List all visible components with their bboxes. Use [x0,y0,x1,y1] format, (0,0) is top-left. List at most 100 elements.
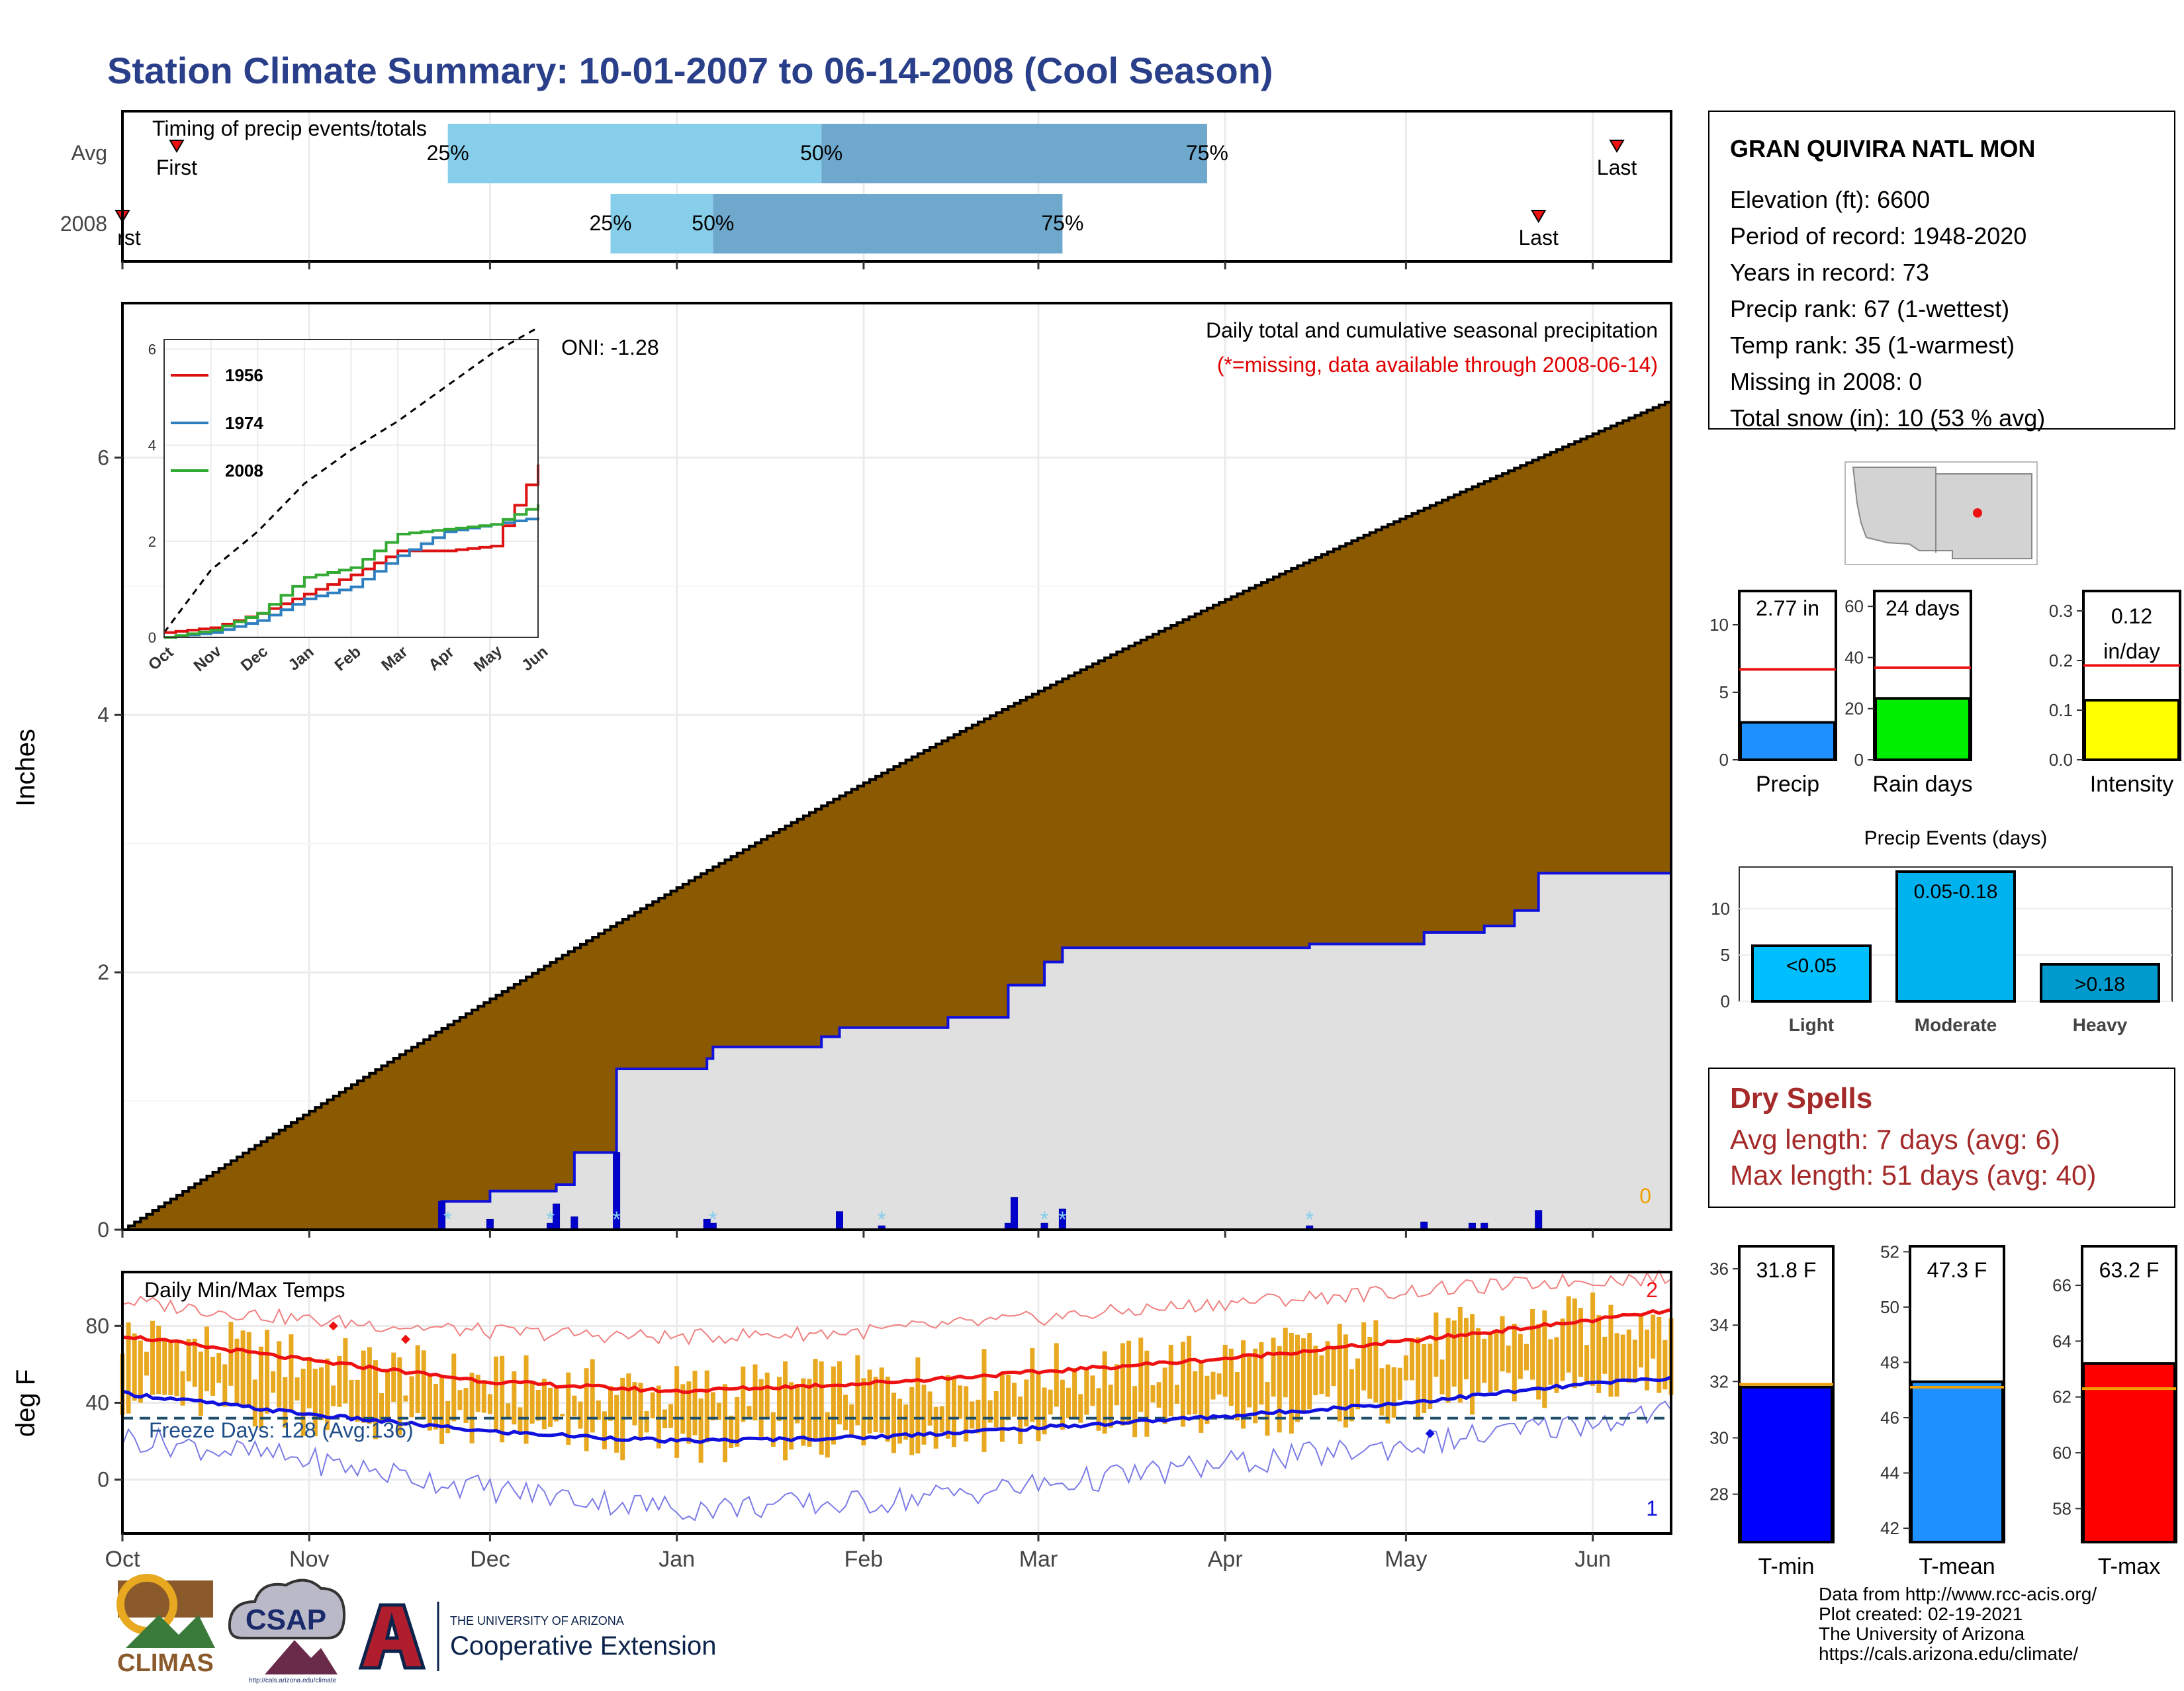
temp-summary-tick-label: 64 [2052,1331,2071,1351]
precip-daily-bars: * * * * * * * * [438,1152,1543,1232]
timing-first-label: rst [117,226,141,250]
summary-bar-tick-label: 5 [1719,682,1729,702]
temp-daily-bar [927,1391,933,1426]
temp-daily-bar [451,1353,457,1422]
temp-summary-tick-label: 52 [1880,1242,1899,1261]
record-max-line [122,1269,1672,1346]
temp-daily-bar [1391,1367,1396,1418]
temp-daily-bar [397,1357,402,1436]
temp-summary-value-label: 63.2 F [2099,1258,2160,1282]
summary-bar-value-label: in/day [2103,639,2160,663]
temp-daily-bar [987,1400,993,1423]
inset-legend-label: 1974 [225,413,263,433]
temp-summary-tick-label: 48 [1880,1352,1899,1372]
summary-bar-tick-label: 40 [1844,647,1864,667]
temp-daily-bar [1645,1329,1650,1391]
temp-daily-bar [1397,1367,1402,1400]
temp-daily-bar [729,1415,734,1449]
temp-daily-bar [921,1385,927,1445]
summary-bar-value-label: 2.77 in [1756,596,1819,620]
temp-summary-tick-label: 36 [1709,1259,1729,1279]
temp-daily-bar [1476,1328,1481,1393]
temp-summary-tick-label: 50 [1880,1297,1899,1317]
temp-daily-bar [445,1400,451,1434]
snow-day-marker-icon: * [443,1207,452,1232]
timing-bar-upper-2008 [713,194,1063,253]
temp-daily-bar [283,1377,288,1428]
temp-daily-bar [277,1341,282,1408]
climas-wordmark: CLIMAS [117,1649,214,1677]
temp-daily-bar [964,1386,969,1441]
temp-daily-bar [192,1338,197,1387]
temp-daily-bar [535,1390,541,1421]
temp-daily-bar [879,1367,884,1433]
precip-y-axis-label: Inches [11,729,40,807]
temp-daily-bar [1632,1340,1637,1383]
daily-precip-bar [1011,1197,1019,1230]
temp-daily-bar [770,1412,776,1447]
current-cumulative-area [122,873,1671,1230]
month-tick-label: Feb [844,1547,884,1572]
temp-daily-bar [506,1403,511,1419]
timing-title: Timing of precip events/totals [152,116,427,140]
month-tick-label: Jan [659,1547,695,1572]
snow-day-marker-icon: * [1058,1207,1067,1232]
station-missing: Missing in 2008: 0 [1730,368,1922,395]
temp-daily-bar [337,1355,342,1407]
temp-daily-bar [198,1351,203,1416]
dry-spells-box: Dry Spells Avg length: 7 days (avg: 6) M… [1708,1068,2175,1208]
dry-spells-avg: Avg length: 7 days (avg: 6) [1730,1124,2060,1155]
summary-bar-tick-label: 0.1 [2049,700,2073,720]
temp-daily-bar [1108,1385,1113,1428]
temp-daily-bar [1295,1334,1300,1422]
temp-daily-bar [1319,1355,1324,1394]
temp-daily-bar [1367,1336,1373,1399]
temp-daily-bar [222,1364,228,1407]
summary-bar-value-label: 24 days [1886,596,1960,620]
month-tick-label: Jun [1574,1547,1611,1572]
temp-daily-bar [554,1387,559,1422]
temp-daily-bar [650,1392,655,1419]
temp-daily-bar [289,1334,294,1410]
temp-daily-bar [1066,1387,1071,1419]
timing-p50-label: 50% [800,141,842,165]
temp-daily-bar [1054,1343,1059,1407]
temp-daily-bar [1259,1342,1264,1405]
temp-daily-bar [1120,1343,1125,1426]
precip-events-category-label: Light [1789,1015,1834,1035]
temp-daily-bar [1445,1318,1451,1403]
summary-bar-tick-label: 0.0 [2049,750,2073,770]
month-tick-label: Apr [1208,1547,1243,1572]
summary-bar-value-rain-days [1874,697,1971,761]
temp-daily-bar [1488,1331,1493,1393]
temp-daily-bar [1096,1388,1101,1431]
precip-events-bar-label: <0.05 [1786,955,1837,977]
temp-daily-bar [1180,1342,1185,1427]
temp-daily-bar [1247,1355,1252,1408]
dry-spells-max: Max length: 51 days (avg: 40) [1730,1160,2096,1191]
temp-daily-bar [1216,1373,1222,1395]
record-min-line [122,1400,1672,1522]
temp-daily-bar [855,1355,860,1426]
temp-summary-value-label: 47.3 F [1927,1258,1987,1282]
temp-daily-bar [1253,1348,1258,1424]
temp-daily-bar [469,1373,475,1443]
temp-daily-bar [1168,1344,1173,1416]
temp-summary-category-label: T-max [2098,1554,2160,1579]
temp-daily-bar [1439,1359,1445,1394]
station-precip-rank: Precip rank: 67 (1-wettest) [1730,295,2009,322]
summary-bar-value-intensity [2083,699,2180,761]
snow-day-marker-icon: * [709,1207,717,1232]
temp-daily-bar [180,1371,185,1406]
temp-daily-bar [494,1356,499,1433]
temp-daily-bar [897,1398,903,1444]
temp-panel-title: Daily Min/Max Temps [144,1278,345,1302]
temp-summary-tick-label: 60 [2052,1443,2071,1463]
temp-daily-bar [547,1387,553,1427]
temp-daily-bar [1355,1358,1361,1410]
station-name: GRAN QUIVIRA NATL MON [1730,135,2035,162]
temp-daily-bar [439,1376,445,1444]
temp-daily-bar [186,1339,191,1382]
